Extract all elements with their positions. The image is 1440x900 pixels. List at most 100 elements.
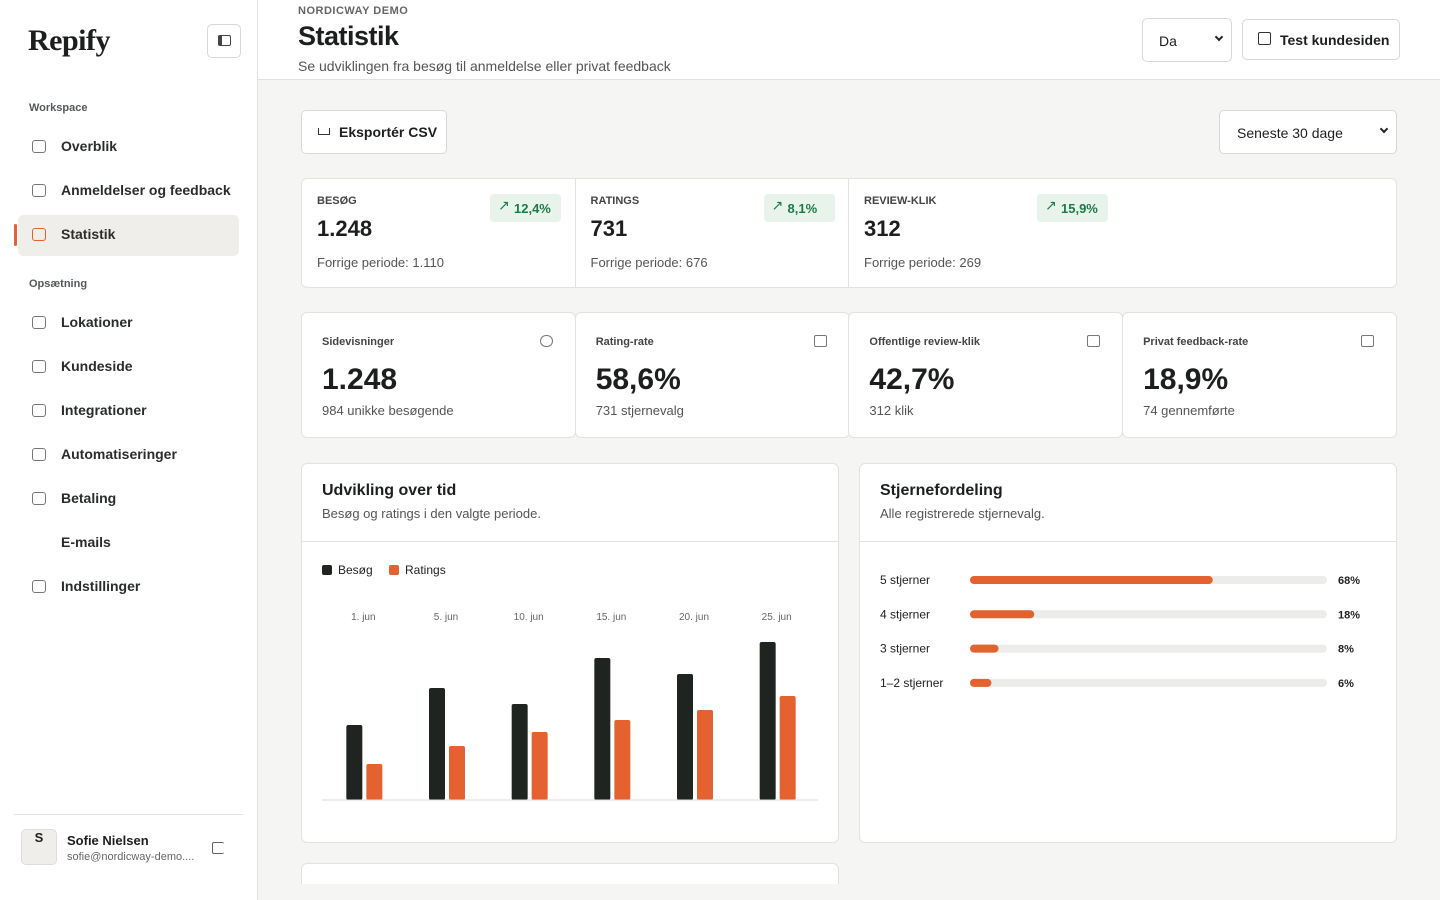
kpi-trend-arrow: ↗	[1045, 198, 1057, 214]
metric-icon	[540, 335, 553, 347]
bar	[594, 658, 611, 800]
bar	[511, 704, 528, 800]
metric-label: Rating-rate	[595, 336, 654, 348]
download-icon	[318, 128, 330, 135]
category-label: 3 stjerner	[880, 642, 930, 656]
bar-track	[970, 644, 1327, 653]
nav-item[interactable]: Indstillinger	[61, 578, 141, 594]
kpi-divider	[574, 179, 576, 287]
nav-icon	[32, 492, 46, 505]
test-button[interactable]: Test kundesiden	[1242, 19, 1400, 60]
language-select[interactable]: Da	[1142, 18, 1232, 62]
panel-divider	[860, 541, 1396, 542]
metric-card	[848, 312, 1124, 438]
metric-detail: 74 gennemførte	[1143, 403, 1235, 418]
metric-icon	[1361, 335, 1375, 347]
bar	[531, 732, 548, 800]
kpi-value: 731	[590, 216, 628, 241]
bar	[677, 674, 693, 800]
kpi-label: BESØG	[317, 195, 357, 207]
kpi-panel	[301, 178, 1397, 288]
metric-label: Privat feedback-rate	[1143, 336, 1249, 348]
bar	[759, 642, 776, 800]
nav-icon	[32, 404, 46, 417]
legend-swatch	[389, 565, 399, 575]
kpi-trend-arrow: ↗	[771, 198, 784, 214]
metric-label: Offentlige review-klik	[869, 336, 981, 348]
nav-icon	[32, 184, 46, 197]
panel-divider	[302, 541, 838, 542]
bar	[697, 710, 713, 800]
bar	[429, 688, 445, 800]
bar	[970, 610, 1035, 619]
kpi-value: 1.248	[317, 216, 373, 241]
chart-card	[301, 463, 839, 843]
legend-label: Ratings	[405, 563, 446, 577]
page-subtitle: Se udviklingen fra besøg til anmeldelse …	[298, 58, 671, 74]
nav-item[interactable]: Automatiseringer	[61, 446, 177, 462]
nav-icon	[32, 448, 46, 461]
metric-value: 58,6%	[595, 363, 681, 396]
nav-active-bg	[18, 215, 239, 256]
kpi-trend: 15,9%	[1061, 201, 1098, 216]
nav-icon	[32, 228, 46, 241]
x-tick-label: 1. jun	[351, 612, 375, 623]
x-tick-label: 20. jun	[679, 612, 709, 623]
legend-swatch	[322, 565, 332, 575]
kpi-label: RATINGS	[590, 195, 640, 207]
bar-track	[970, 610, 1327, 619]
bar	[366, 764, 383, 800]
bar	[970, 678, 992, 687]
logo: Repify	[28, 24, 111, 57]
collapse-icon	[218, 35, 231, 46]
star-chart: 5 stjerner 68% 4 stjerner 18% 3 stjerner 8% 1–…	[880, 573, 1360, 690]
metric-card	[574, 312, 850, 438]
logout-icon[interactable]	[212, 842, 224, 854]
external-icon	[1258, 32, 1271, 45]
nav-active-indicator	[14, 224, 17, 246]
period-select[interactable]: Seneste 30 dage	[1219, 110, 1397, 154]
kpi-previous: Forrige periode: 1.110	[317, 255, 444, 270]
bar	[614, 720, 631, 800]
bar-chart: Besøg Ratings 1. jun 5. jun 10. jun 15. jun 20…	[322, 563, 818, 801]
value-label: 8%	[1338, 644, 1354, 656]
bar	[779, 696, 796, 800]
metric-card	[301, 312, 576, 438]
nav-item[interactable]: Integrationer	[61, 402, 147, 418]
x-tick-label: 15. jun	[596, 612, 626, 623]
panel-subtitle: Besøg og ratings i den valgte periode.	[322, 506, 541, 521]
nav-icon	[32, 316, 46, 329]
collapse-button[interactable]	[207, 24, 241, 58]
metric-card	[1122, 312, 1398, 438]
sidebar-divider	[14, 814, 243, 815]
panel-title: Stjernefordeling	[880, 482, 1003, 499]
nav-item[interactable]: Anmeldelser og feedback	[61, 182, 231, 198]
kpi-trend-bg	[490, 194, 561, 222]
metric-label: Sidevisninger	[322, 336, 395, 348]
metric-icon	[1087, 335, 1101, 347]
category-label: 1–2 stjerner	[880, 676, 943, 690]
export-button[interactable]: Eksportér CSV	[301, 110, 447, 154]
nav-item[interactable]: Overblik	[61, 138, 118, 154]
kpi-divider	[848, 179, 849, 287]
nav-item[interactable]: Lokationer	[61, 314, 133, 330]
nav-item[interactable]: Betaling	[61, 490, 117, 506]
x-tick-label: 5. jun	[434, 612, 458, 623]
bar	[449, 746, 465, 800]
fade-bottom	[258, 884, 1440, 900]
nav-item[interactable]: Statistik	[61, 226, 116, 242]
metric-value: 42,7%	[869, 363, 955, 396]
value-label: 6%	[1338, 678, 1354, 690]
x-tick-label: 25. jun	[762, 612, 792, 623]
category-label: 5 stjerner	[880, 573, 930, 587]
nav-item[interactable]: Kundeside	[61, 358, 133, 374]
panel-title: Udvikling over tid	[322, 482, 457, 499]
metric-detail: 984 unikke besøgende	[322, 403, 454, 418]
kpi-previous: Forrige periode: 269	[864, 255, 982, 270]
bar	[970, 576, 1213, 584]
nav-item[interactable]: E-mails	[61, 534, 111, 550]
avatar: S	[21, 829, 57, 865]
nav-icon	[32, 360, 46, 373]
bar	[346, 725, 363, 800]
